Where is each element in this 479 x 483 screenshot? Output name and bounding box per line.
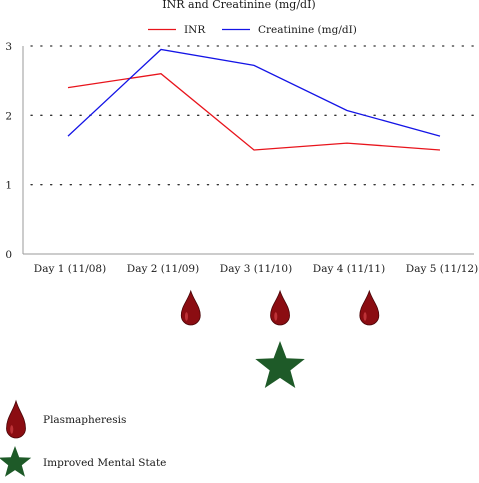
axes [22,46,474,255]
blood-drop-icon [359,289,380,326]
y-tick-label: 2 [5,110,12,122]
blood-drop-icon [270,289,290,326]
drop-shape [180,289,201,326]
drop-highlight [184,312,189,321]
y-tick-label: 1 [5,180,12,192]
series-lines [67,48,441,151]
x-tick-label: Day 5 (11/12) [406,263,478,275]
series-legend: INR Creatinine (mg/dI) [148,24,357,36]
legend-label: INR [184,24,206,36]
drop-shape [270,289,290,326]
x-tick-label: Day 2 (11/09) [127,263,199,275]
y-tick-label: 0 [5,249,12,261]
y-tick-labels: 0 1 2 3 [5,41,12,261]
key-label: Plasmapheresis [43,414,126,426]
drop-shape [6,399,26,439]
event-markers [180,289,380,388]
event-key: Plasmapheresis Improved Mental State [0,399,166,477]
blood-drop-icon [180,289,201,326]
x-tick-label: Day 4 (11/11) [313,263,385,275]
key-label: Improved Mental State [43,457,166,469]
series-line-creatinine [67,48,441,137]
star-icon [255,341,305,388]
grid-lines [30,45,475,186]
legend-label: Creatinine (mg/dI) [258,24,357,36]
drop-highlight [363,312,367,321]
blood-drop-icon [6,399,26,439]
x-tick-label: Day 3 (11/10) [220,263,292,275]
drop-highlight [274,312,278,321]
drop-highlight [10,425,14,434]
y-tick-label: 3 [5,41,12,53]
series-line-inr [67,73,441,151]
drop-shape [359,289,380,326]
x-tick-label: Day 1 (11/08) [34,263,106,275]
chart-title: INR and Creatinine (mg/dI) [162,0,315,11]
x-tick-labels: Day 1 (11/08) Day 2 (11/09) Day 3 (11/10) D… [34,263,478,275]
star-icon [0,446,32,477]
